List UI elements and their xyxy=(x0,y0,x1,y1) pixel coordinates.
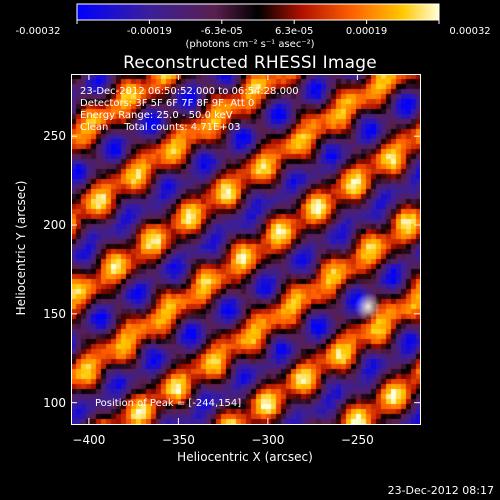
annotation-counts: Clean Total counts: 4.71E+03 xyxy=(80,122,241,133)
x-tick-label: −350 xyxy=(161,433,195,447)
y-tick-label: 100 xyxy=(43,395,66,410)
annotation-energy: Energy Range: 25.0 - 50.0 keV xyxy=(80,110,233,121)
colorbar-tick-label: 0.00032 xyxy=(449,26,491,37)
annotation-time: 23-Dec-2012 06:50:52.000 to 06:54:28.000 xyxy=(80,86,299,97)
y-tick-label: 250 xyxy=(43,129,66,144)
x-tick-label: −250 xyxy=(340,433,374,447)
heatmap-image xyxy=(71,74,420,424)
colorbar-tick-label: -0.00032 xyxy=(15,26,61,37)
y-tick-label: 200 xyxy=(43,218,66,232)
colorbar-gradient xyxy=(76,3,440,21)
colorbar-tick-label: 0.00019 xyxy=(345,26,388,37)
chart-title: Reconstructed RHESSI Image xyxy=(123,53,377,73)
colorbar-units: (photons cm⁻² s⁻¹ asec⁻²) xyxy=(185,39,315,50)
x-tick-label: −300 xyxy=(251,433,285,447)
peak-position-label: Position of Peak = [-244,154] xyxy=(95,398,242,409)
x-axis-label: Heliocentric X (arcsec) xyxy=(177,450,313,464)
x-tick-label: −400 xyxy=(72,433,106,447)
y-axis-label: Heliocentric Y (arcsec) xyxy=(14,180,28,316)
y-tick-label: 150 xyxy=(43,306,66,321)
colorbar-tick-label: 6.3e-05 xyxy=(274,26,314,37)
timestamp: 23-Dec-2012 08:17 xyxy=(387,484,494,497)
colorbar xyxy=(76,3,440,24)
colorbar-tick-label: -6.3e-05 xyxy=(200,26,243,37)
annotation-detectors: Detectors: 3F 5F 6F 7F 8F 9F, Att 0 xyxy=(80,98,255,109)
colorbar-tick-label: -0.00019 xyxy=(126,26,172,37)
